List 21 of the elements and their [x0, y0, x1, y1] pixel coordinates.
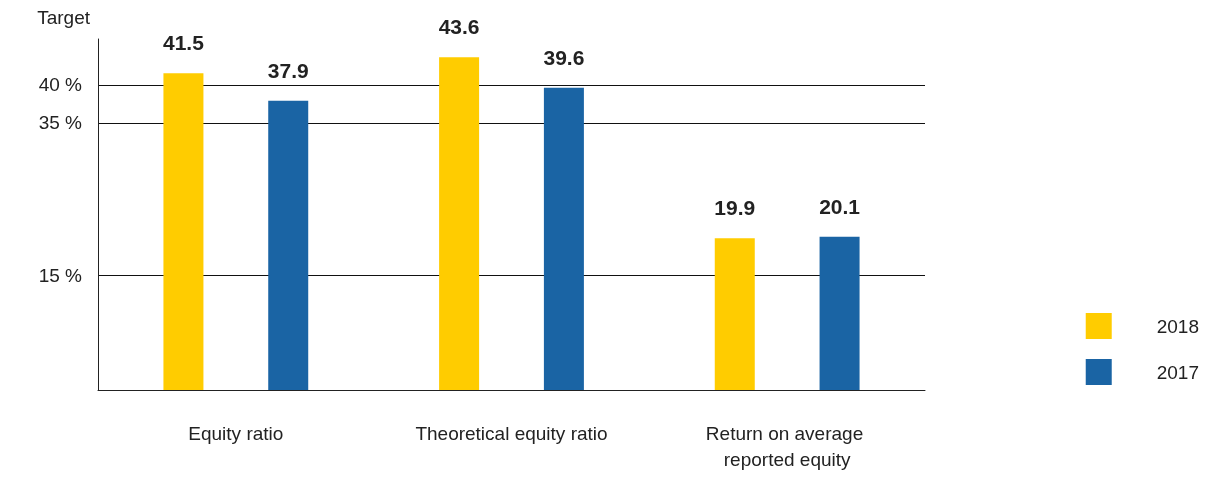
- bar: [439, 57, 480, 390]
- y-tick-label: 15 %: [38, 265, 83, 287]
- data-label: 43.6: [438, 15, 480, 39]
- bar: [543, 87, 584, 390]
- y-axis-title: Target: [37, 7, 91, 28]
- data-label: 20.1: [819, 194, 861, 218]
- bar: [714, 238, 755, 390]
- bar: [268, 100, 309, 390]
- x-tick-label: Theoretical equity ratio: [415, 422, 608, 444]
- legend-label: 2017: [1156, 361, 1200, 383]
- bar: [163, 73, 204, 390]
- x-tick-label: Return on average reported equity: [705, 422, 869, 470]
- y-tick-label: 40 %: [38, 74, 83, 96]
- legend-label: 2018: [1156, 315, 1200, 337]
- data-label: 19.9: [714, 196, 756, 220]
- x-tick-label: Equity ratio: [188, 422, 284, 444]
- bar: [819, 236, 860, 390]
- y-tick-label: 35 %: [38, 112, 83, 134]
- data-label: 37.9: [267, 58, 309, 82]
- data-label: 39.6: [543, 45, 585, 69]
- data-label: 41.5: [163, 31, 205, 55]
